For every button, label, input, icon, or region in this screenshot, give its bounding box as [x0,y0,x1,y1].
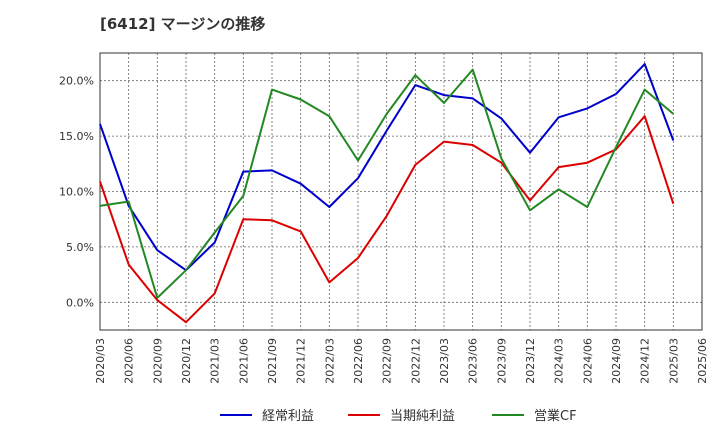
y-tick-label: 0.0% [66,296,94,309]
x-tick-label: 2023/03 [438,338,451,384]
x-tick-label: 2024/09 [610,338,623,384]
series-line-3 [99,68,674,299]
legend-layer: 経常利益 当期純利益 営業CF [220,408,577,424]
series-line-1 [99,63,675,272]
chart-title: [6412] マージンの推移 [100,15,266,33]
x-tick-label: 2025/03 [667,338,680,384]
axis-layer: 2020/03 2020/06 2020/09 2020/12 2021/03 2021/… [59,75,709,384]
x-tick-label: 2025/06 [696,338,709,384]
x-tick-label: 2022/03 [323,338,336,384]
x-tick-label: 2023/06 [467,338,480,384]
plot-frame [99,52,703,331]
y-tick-label: 10.0% [59,186,94,199]
x-tick-label: 2022/09 [381,338,394,384]
x-tick-label: 2021/12 [295,338,308,384]
x-tick-label: 2020/12 [180,338,193,384]
x-tick-label: 2020/03 [94,338,107,384]
x-tick-label: 2024/03 [553,338,566,384]
y-tick-label: 15.0% [59,130,94,143]
x-tick-label: 2023/09 [495,338,508,384]
legend-label-1: 経常利益 [262,409,314,424]
x-tick-label: 2020/09 [151,338,164,384]
x-tick-label: 2023/12 [524,338,537,384]
x-tick-label: 2021/09 [266,338,279,384]
x-tick-label: 2024/06 [581,338,594,384]
x-tick-label: 2021/06 [237,338,250,384]
series-layer [99,63,675,324]
x-tick-label: 2022/06 [352,338,365,384]
x-tick-label: 2022/12 [409,338,422,384]
y-tick-label: 20.0% [59,75,94,88]
y-tick-label: 5.0% [66,241,94,254]
x-tick-label: 2020/06 [123,338,136,384]
legend-label-3: 営業CF [534,408,577,424]
x-tick-label: 2021/03 [209,338,222,384]
series-line-2 [99,115,675,324]
legend-label-2: 当期純利益 [390,409,455,424]
x-tick-label: 2024/12 [639,338,652,384]
